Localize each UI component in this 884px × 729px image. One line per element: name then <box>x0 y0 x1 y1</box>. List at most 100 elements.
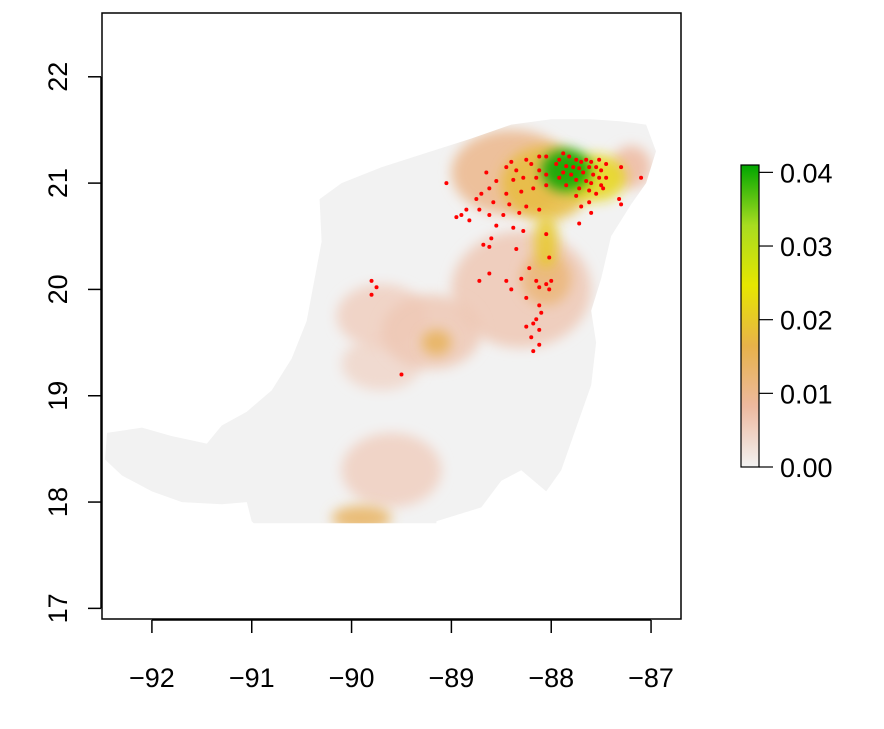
occurrence-point <box>511 177 516 182</box>
occurrence-point <box>619 165 624 170</box>
occurrence-point <box>577 221 582 226</box>
occurrence-point <box>509 287 514 292</box>
occurrence-point <box>604 175 609 180</box>
occurrence-point <box>537 285 542 290</box>
occurrence-point <box>597 175 602 180</box>
occurrence-point <box>477 278 482 283</box>
occurrence-point <box>529 161 534 166</box>
occurrence-point <box>479 191 484 196</box>
occurrence-point <box>584 157 589 162</box>
occurrence-point <box>487 271 492 276</box>
occurrence-point <box>374 285 379 290</box>
occurrence-point <box>531 349 536 354</box>
occurrence-point <box>489 236 494 241</box>
occurrence-point <box>504 278 509 283</box>
occurrence-points <box>369 151 644 377</box>
occurrence-point <box>547 287 552 292</box>
occurrence-point <box>594 191 599 196</box>
occurrence-point <box>521 228 526 233</box>
density-hotspot <box>331 505 392 524</box>
occurrence-point <box>514 247 519 252</box>
occurrence-point <box>369 292 374 297</box>
occurrence-point <box>519 276 524 281</box>
density-hotspot <box>541 149 592 192</box>
occurrence-point <box>579 159 584 164</box>
occurrence-point <box>491 200 496 205</box>
density-hotspot <box>521 252 572 306</box>
occurrence-point <box>577 186 582 191</box>
y-tick-label: 20 <box>43 274 73 304</box>
occurrence-point <box>369 278 374 283</box>
occurrence-point <box>581 170 586 175</box>
occurrence-point <box>599 168 604 173</box>
occurrence-point <box>577 166 582 171</box>
occurrence-point <box>529 335 534 340</box>
occurrence-point <box>599 183 604 188</box>
density-hotspot <box>421 329 452 356</box>
occurrence-point <box>587 188 592 193</box>
occurrence-point <box>589 159 594 164</box>
occurrence-point <box>537 154 542 159</box>
occurrence-point <box>571 165 576 170</box>
x-tick-label: −91 <box>229 663 275 693</box>
occurrence-point <box>639 175 644 180</box>
occurrence-point <box>589 181 594 186</box>
color-legend: 0.00 0.01 0.02 0.03 0.04 <box>740 158 833 483</box>
occurrence-point <box>544 172 549 177</box>
occurrence-point <box>561 170 566 175</box>
occurrence-point <box>569 172 574 177</box>
occurrence-point <box>534 317 539 322</box>
occurrence-point <box>524 157 529 162</box>
occurrence-point <box>544 232 549 237</box>
occurrence-point <box>519 189 524 194</box>
occurrence-point <box>574 177 579 182</box>
occurrence-point <box>534 175 539 180</box>
occurrence-point <box>484 170 489 175</box>
occurrence-point <box>584 178 589 183</box>
x-tick-label: −90 <box>329 663 375 693</box>
occurrence-point <box>467 218 472 223</box>
occurrence-point <box>514 168 519 173</box>
occurrence-point <box>524 204 529 209</box>
plot-frame <box>101 12 682 620</box>
occurrence-point <box>487 186 492 191</box>
x-tick-label: −88 <box>528 663 574 693</box>
occurrence-point <box>561 151 566 156</box>
occurrence-point <box>494 178 499 183</box>
occurrence-point <box>564 183 569 188</box>
density-hotspot <box>534 215 559 269</box>
occurrence-point <box>544 282 549 287</box>
occurrence-point <box>534 278 539 283</box>
occurrence-point <box>507 202 512 207</box>
occurrence-point <box>587 165 592 170</box>
occurrence-point <box>549 278 554 283</box>
occurrence-point <box>481 242 486 247</box>
occurrence-point <box>589 210 594 215</box>
occurrence-point <box>537 207 542 212</box>
legend-tick-label: 0.02 <box>780 306 833 336</box>
occurrence-point <box>474 197 479 202</box>
occurrence-point <box>617 197 622 202</box>
occurrence-point <box>567 154 572 159</box>
legend-tick-label: 0.04 <box>780 158 833 188</box>
occurrence-point <box>487 213 492 217</box>
legend-tick-label: 0.01 <box>780 379 833 409</box>
occurrence-point <box>531 321 536 326</box>
occurrence-point <box>601 186 606 191</box>
y-tick-label: 19 <box>43 381 73 411</box>
x-tick-label: −87 <box>628 663 674 693</box>
occurrence-point <box>444 181 449 186</box>
y-tick-label: 21 <box>43 168 73 198</box>
occurrence-point <box>564 164 569 169</box>
occurrence-point <box>501 213 506 217</box>
occurrence-point <box>504 165 509 170</box>
occurrence-point <box>557 175 562 180</box>
y-tick-label: 18 <box>43 487 73 517</box>
occurrence-point <box>574 193 579 198</box>
occurrence-point <box>547 255 552 260</box>
occurrence-point <box>464 207 469 212</box>
occurrence-point <box>399 372 404 377</box>
legend-tick-label: 0.03 <box>780 232 833 262</box>
occurrence-point <box>524 295 529 300</box>
